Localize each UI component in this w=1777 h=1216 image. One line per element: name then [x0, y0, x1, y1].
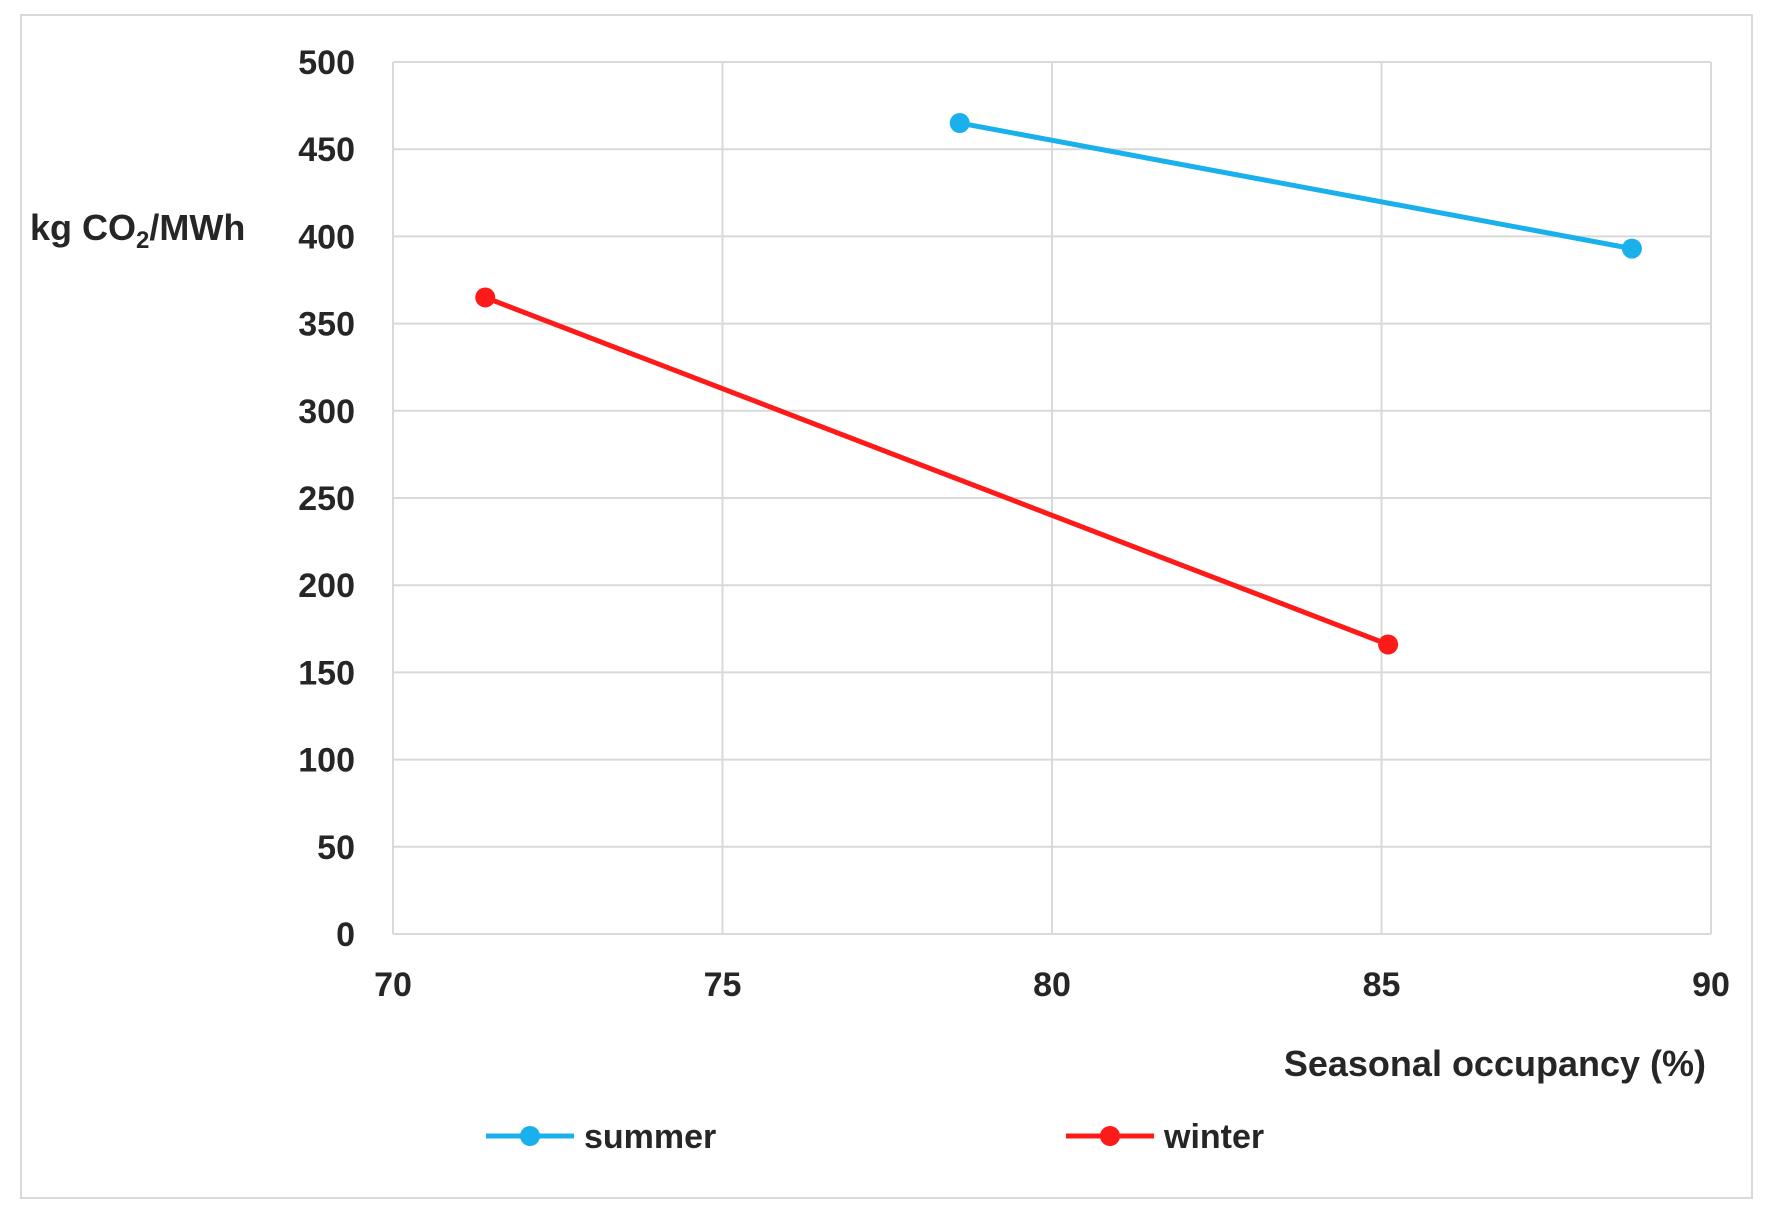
data-point-winter [475, 287, 496, 308]
series-line-summer [959, 120, 1633, 252]
y-tick-label: 300 [298, 393, 355, 431]
y-tick-label: 50 [317, 829, 355, 867]
y-axis-title-subscript: 2 [136, 227, 149, 254]
y-axis-title: kg CO2/MWh [30, 207, 245, 254]
y-tick-label: 150 [298, 654, 355, 692]
y-axis-title-suffix: /MWh [149, 207, 245, 248]
x-tick-label: 90 [1692, 966, 1730, 1004]
legend-label-winter: winter [1163, 1118, 1264, 1156]
y-tick-label: 100 [298, 742, 355, 780]
legend: summer winter [486, 1118, 1264, 1156]
y-tick-label: 500 [298, 44, 355, 82]
x-tick-label: 80 [1033, 966, 1071, 1004]
y-tick-label: 350 [298, 306, 355, 344]
x-tick-label: 70 [374, 966, 412, 1004]
legend-marker-winter [1100, 1126, 1120, 1146]
x-axis-title: Seasonal occupancy (%) [1284, 1043, 1706, 1084]
series-layer [475, 113, 1642, 655]
y-tick-label: 450 [298, 131, 355, 169]
legend-label-summer: summer [584, 1118, 716, 1156]
y-tick-label: 250 [298, 480, 355, 518]
x-tick-label: 85 [1363, 966, 1401, 1004]
y-axis-title-prefix: kg CO [30, 207, 136, 248]
axes: 0 50 100 150 200 250 300 350 400 450 500 70 75 80 85 90 [298, 44, 1730, 1004]
data-point-winter [1378, 634, 1399, 655]
legend-marker-summer [520, 1126, 540, 1146]
y-tick-label: 400 [298, 218, 355, 256]
data-point-summer [1621, 238, 1642, 259]
series-line-winter [484, 295, 1389, 647]
x-tick-label: 75 [704, 966, 742, 1004]
grid [393, 61, 1712, 934]
y-tick-label: 200 [298, 567, 355, 605]
y-tick-label: 0 [336, 916, 355, 954]
data-point-summer [949, 113, 970, 134]
chart-frame [20, 14, 1753, 1199]
